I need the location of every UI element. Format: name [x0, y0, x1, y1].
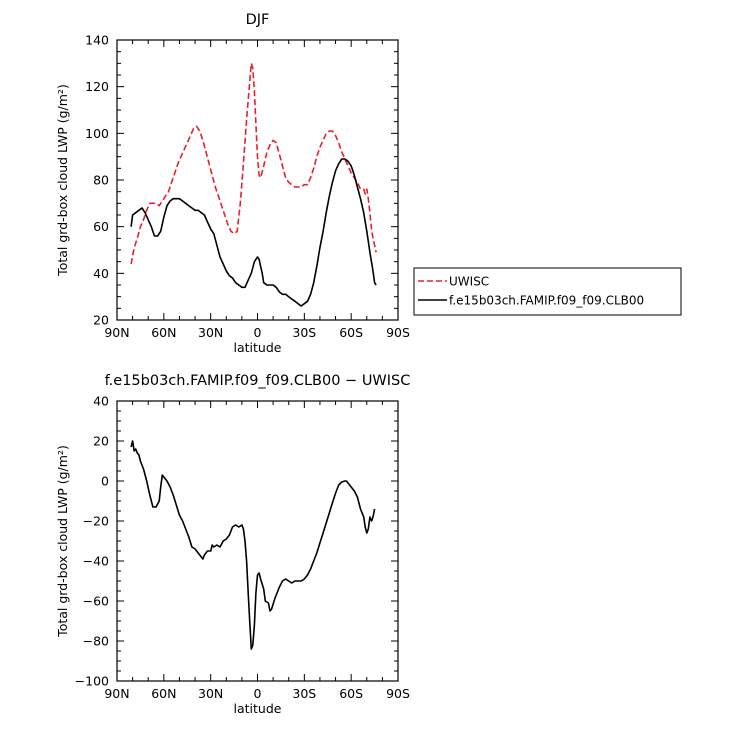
legend-entry-0: UWISC	[449, 275, 489, 289]
bottom-x-tick-label: 90N	[104, 686, 129, 701]
bottom-series-line-0	[130, 440, 376, 650]
top-x-tick-label: 90S	[386, 325, 410, 340]
bottom-y-tick-label: 20	[93, 434, 109, 449]
top-y-tick-label: 60	[93, 219, 109, 234]
bottom-x-tick-label: 30N	[198, 686, 223, 701]
legend-box	[413, 267, 682, 316]
top-y-tick-label: 40	[93, 266, 109, 281]
top-x-tick-label: 90N	[104, 325, 129, 340]
bottom-y-tick-label: −20	[83, 514, 109, 529]
top-x-tick-label: 0	[254, 325, 262, 340]
bottom-plot-frame	[116, 400, 399, 682]
bottom-x-tick-label: 60N	[151, 686, 176, 701]
top-panel: DJF 90N 60N 30N 0 30S 60S 90S 20 40 60 80 100 120 140 l…	[55, 12, 682, 355]
bottom-y-tick-label: −60	[83, 594, 109, 609]
top-x-axis-label: latitude	[234, 340, 282, 355]
top-chart-title: DJF	[246, 12, 270, 28]
bottom-y-tick-label: 40	[93, 394, 109, 409]
bottom-y-axis-label: Total grd-box cloud LWP (g/m²)	[55, 445, 70, 638]
top-y-tick-label: 100	[85, 126, 109, 141]
top-y-axis-label: Total grd-box cloud LWP (g/m²)	[55, 84, 70, 277]
legend-entry-1: f.e15b03ch.FAMIP.f09_f09.CLB00	[449, 294, 644, 308]
top-y-tick-label: 20	[93, 313, 109, 328]
top-series-line-0	[130, 62, 377, 265]
top-x-tick-label: 60N	[151, 325, 176, 340]
top-x-tick-label: 30N	[198, 325, 223, 340]
bottom-panel: f.e15b03ch.FAMIP.f09_f09.CLB00 − UWISC 90…	[55, 373, 410, 716]
bottom-x-tick-label: 60S	[339, 686, 363, 701]
bottom-chart-title: f.e15b03ch.FAMIP.f09_f09.CLB00 − UWISC	[105, 373, 411, 389]
top-y-tick-label: 140	[85, 33, 109, 48]
bottom-x-tick-label: 0	[254, 686, 262, 701]
top-series-line-1	[130, 158, 377, 307]
top-x-tick-label: 60S	[339, 325, 363, 340]
bottom-y-tick-label: 0	[101, 474, 109, 489]
bottom-y-tick-label: −100	[75, 674, 109, 689]
bottom-x-tick-label: 30S	[292, 686, 316, 701]
top-legend: UWISC f.e15b03ch.FAMIP.f09_f09.CLB00	[413, 267, 682, 316]
top-y-tick-label: 120	[85, 79, 109, 94]
bottom-y-tick-label: −80	[83, 634, 109, 649]
top-x-tick-label: 30S	[292, 325, 316, 340]
bottom-x-tick-label: 90S	[386, 686, 410, 701]
bottom-y-tick-label: −40	[83, 554, 109, 569]
bottom-x-axis-label: latitude	[234, 701, 282, 716]
top-y-tick-label: 80	[93, 173, 109, 188]
